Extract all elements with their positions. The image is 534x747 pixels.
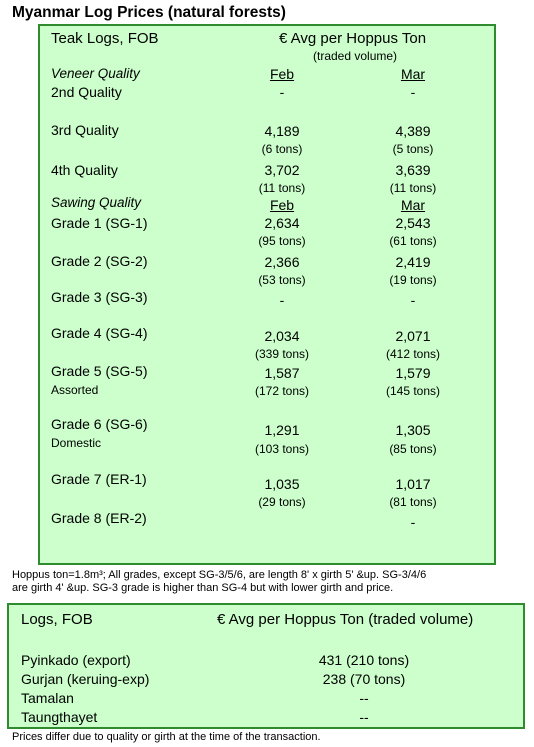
feb-price: 2,634 <box>264 215 300 231</box>
page-title: Myanmar Log Prices (natural forests) <box>12 4 286 21</box>
month-mar-header: Mar <box>400 197 426 213</box>
footer-note: Prices differ due to quality or girth at… <box>12 731 321 743</box>
feb-price: 2,034 <box>264 328 300 344</box>
row-label: Grade 8 (ER-2) <box>51 510 147 526</box>
teak-header-label: Teak Logs, FOB <box>51 30 159 47</box>
mar-price: - <box>410 84 416 100</box>
hoppus-note-line-2: are girth 4' &up. SG-3 grade is higher t… <box>12 582 394 594</box>
mar-volume: (81 tons) <box>389 495 437 509</box>
feb-price: 1,291 <box>264 422 300 438</box>
row-label: Grade 7 (ER-1) <box>51 471 147 487</box>
month-feb-header: Feb <box>269 197 295 213</box>
feb-price: 3,702 <box>264 162 300 178</box>
log-species-label: Pyinkado (export) <box>21 652 131 668</box>
feb-volume: (95 tons) <box>258 234 306 248</box>
mar-volume: (61 tons) <box>389 234 437 248</box>
row-label: Grade 6 (SG-6) <box>51 416 148 432</box>
log-price: -- <box>359 709 369 725</box>
log-species-label: Tamalan <box>21 690 74 706</box>
feb-volume: (6 tons) <box>261 142 303 156</box>
feb-price: - <box>279 84 285 100</box>
feb-price: 4,189 <box>264 123 300 139</box>
row-label: Grade 3 (SG-3) <box>51 289 148 305</box>
row-label: Grade 2 (SG-2) <box>51 253 148 269</box>
row-sublabel: Domestic <box>51 436 102 450</box>
month-feb-header: Feb <box>269 66 295 82</box>
feb-volume: (11 tons) <box>258 181 306 195</box>
veneer-quality-label: Veneer Quality <box>51 66 140 81</box>
mar-price: 3,639 <box>395 162 431 178</box>
logs-price-table: Logs, FOB € Avg per Hoppus Ton (traded v… <box>7 603 525 729</box>
mar-price: - <box>410 292 416 308</box>
sawing-quality-label: Sawing Quality <box>51 195 142 210</box>
feb-volume: (103 tons) <box>254 442 310 456</box>
mar-price: 1,305 <box>395 422 431 438</box>
mar-volume: (145 tons) <box>385 384 441 398</box>
mar-volume: (11 tons) <box>389 181 437 195</box>
mar-volume: (412 tons) <box>385 347 441 361</box>
log-price: -- <box>359 690 369 706</box>
feb-volume: (29 tons) <box>258 495 306 509</box>
feb-volume: (53 tons) <box>258 273 306 287</box>
feb-price: 1,587 <box>264 365 300 381</box>
row-label: 2nd Quality <box>51 84 122 100</box>
log-species-label: Gurjan (keruing-exp) <box>21 671 150 687</box>
mar-volume: (5 tons) <box>392 142 434 156</box>
mar-price: 2,419 <box>395 254 431 270</box>
feb-volume: (172 tons) <box>254 384 310 398</box>
mar-price: 4,389 <box>395 123 431 139</box>
feb-price: 1,035 <box>264 476 300 492</box>
row-label: Grade 1 (SG-1) <box>51 215 148 231</box>
mar-price: 2,071 <box>395 328 431 344</box>
hoppus-note-line-1: Hoppus ton=1.8m³; All grades, except SG-… <box>12 569 427 581</box>
row-label: Grade 4 (SG-4) <box>51 325 148 341</box>
month-mar-header: Mar <box>400 66 426 82</box>
feb-price: - <box>279 292 285 308</box>
logs-header-label: Logs, FOB <box>21 611 93 628</box>
feb-volume: (339 tons) <box>254 347 310 361</box>
log-price: 431 (210 tons) <box>318 652 410 668</box>
row-label: Grade 5 (SG-5) <box>51 363 148 379</box>
teak-header-unit: € Avg per Hoppus Ton <box>279 30 427 47</box>
mar-price: 1,017 <box>395 476 431 492</box>
row-label: 4th Quality <box>51 162 118 178</box>
mar-price: - <box>410 514 416 530</box>
logs-header-unit: € Avg per Hoppus Ton (traded volume) <box>217 611 474 628</box>
teak-header-sub: (traded volume) <box>313 49 398 63</box>
row-sublabel: Assorted <box>51 383 99 397</box>
mar-volume: (19 tons) <box>389 273 437 287</box>
mar-price: 1,579 <box>395 365 431 381</box>
mar-price: 2,543 <box>395 215 431 231</box>
log-price: 238 (70 tons) <box>322 671 406 687</box>
feb-price: 2,366 <box>264 254 300 270</box>
teak-price-table: Teak Logs, FOB € Avg per Hoppus Ton (tra… <box>38 24 496 565</box>
log-species-label: Taungthayet <box>21 709 98 725</box>
row-label: 3rd Quality <box>51 122 119 138</box>
mar-volume: (85 tons) <box>389 442 437 456</box>
